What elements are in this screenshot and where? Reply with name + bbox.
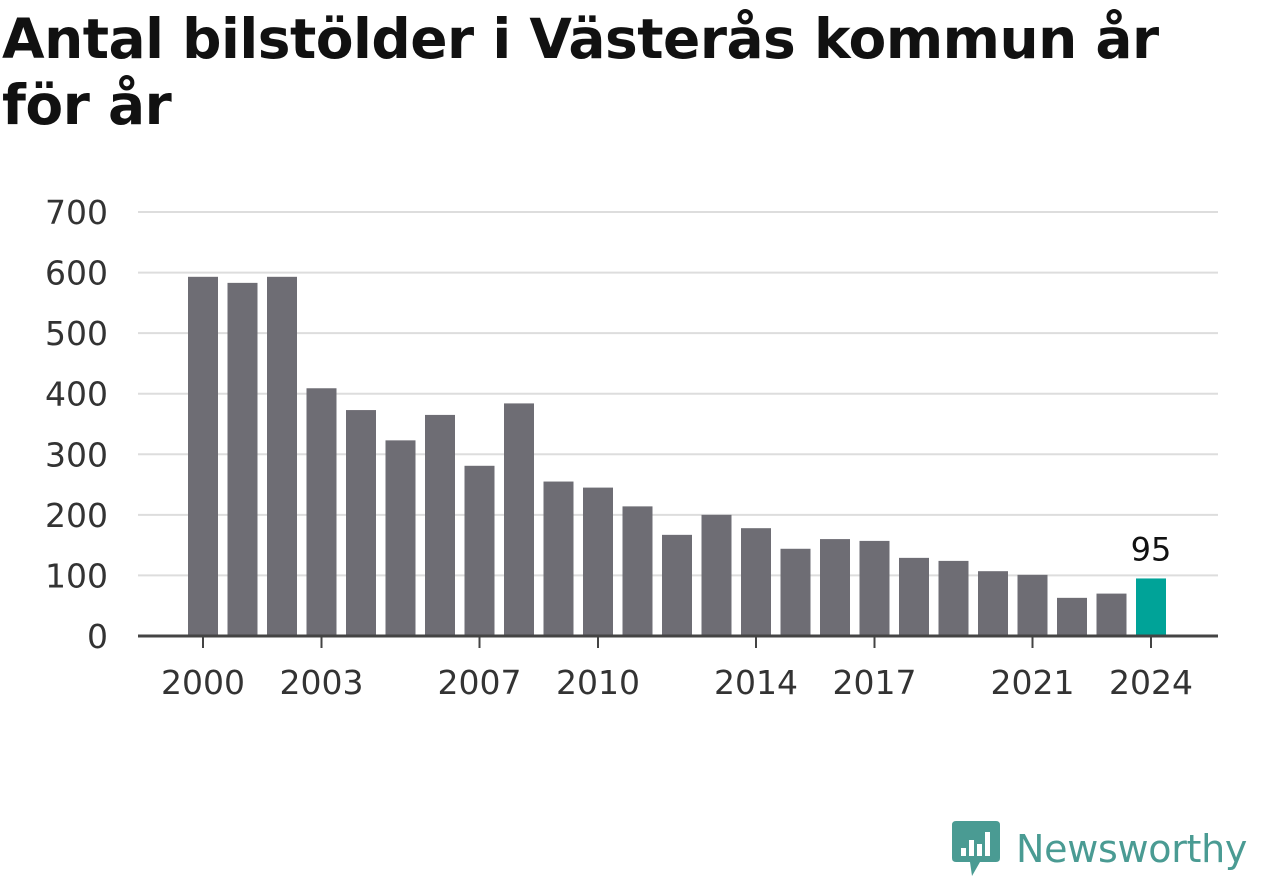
y-tick-label: 0 [87, 617, 108, 656]
chart-title: Antal bilstölder i Västerås kommun år fö… [2, 7, 1159, 137]
x-tick-label: 2003 [280, 663, 364, 702]
y-tick-label: 400 [45, 375, 108, 414]
bar-2009 [543, 481, 574, 636]
labels: 0 100 200 300 400 500 600 700 95 2000 2003 2007 2010… [45, 193, 1193, 702]
bar-2012 [662, 534, 692, 636]
bar-2000 [188, 276, 218, 636]
bar-2010 [583, 487, 613, 636]
bar-2018 [899, 557, 929, 636]
y-tick-label: 500 [45, 314, 108, 353]
x-tick-label: 2017 [833, 663, 917, 702]
bar-2015 [780, 548, 811, 636]
gridlines [138, 211, 1218, 577]
newsworthy-chart-bubble-icon [952, 821, 1000, 876]
x-axis [138, 634, 1218, 648]
bar-2004 [346, 410, 376, 636]
bar-2020 [978, 571, 1008, 636]
bar-2022 [1057, 597, 1087, 636]
x-tick-label: 2000 [161, 663, 245, 702]
bar-2005 [385, 440, 416, 636]
bar-2019 [938, 560, 969, 636]
x-tick-label: 2014 [714, 663, 798, 702]
bar-2006 [425, 414, 455, 636]
newsworthy-brand: Newsworthy [950, 818, 1247, 880]
y-tick-label: 700 [45, 193, 108, 232]
bar-2023 [1096, 593, 1127, 636]
y-tick-label: 200 [45, 496, 108, 535]
y-tick-label: 300 [45, 435, 108, 474]
data-label-2024: 95 [1131, 530, 1172, 568]
bar-2008 [504, 403, 534, 636]
x-tick-label: 2007 [438, 663, 522, 702]
bar-2007 [464, 465, 495, 636]
y-tick-label: 600 [45, 254, 108, 293]
bar-2014 [741, 528, 771, 636]
bar-2011 [622, 506, 653, 636]
y-tick-label: 100 [45, 556, 108, 595]
bar-2013 [701, 514, 732, 636]
bar-2001 [227, 282, 258, 636]
x-tick-label: 2021 [991, 663, 1075, 702]
bar-2002 [267, 276, 297, 636]
bar-2003 [306, 388, 337, 636]
brand-name: Newsworthy [1016, 827, 1248, 871]
bars [188, 276, 1166, 636]
bar-2017 [859, 540, 890, 636]
x-tick-label: 2024 [1109, 663, 1193, 702]
x-tick-label: 2010 [556, 663, 640, 702]
bar-2021 [1017, 574, 1048, 636]
bar-2024 [1136, 578, 1166, 636]
bar-2016 [820, 539, 850, 636]
